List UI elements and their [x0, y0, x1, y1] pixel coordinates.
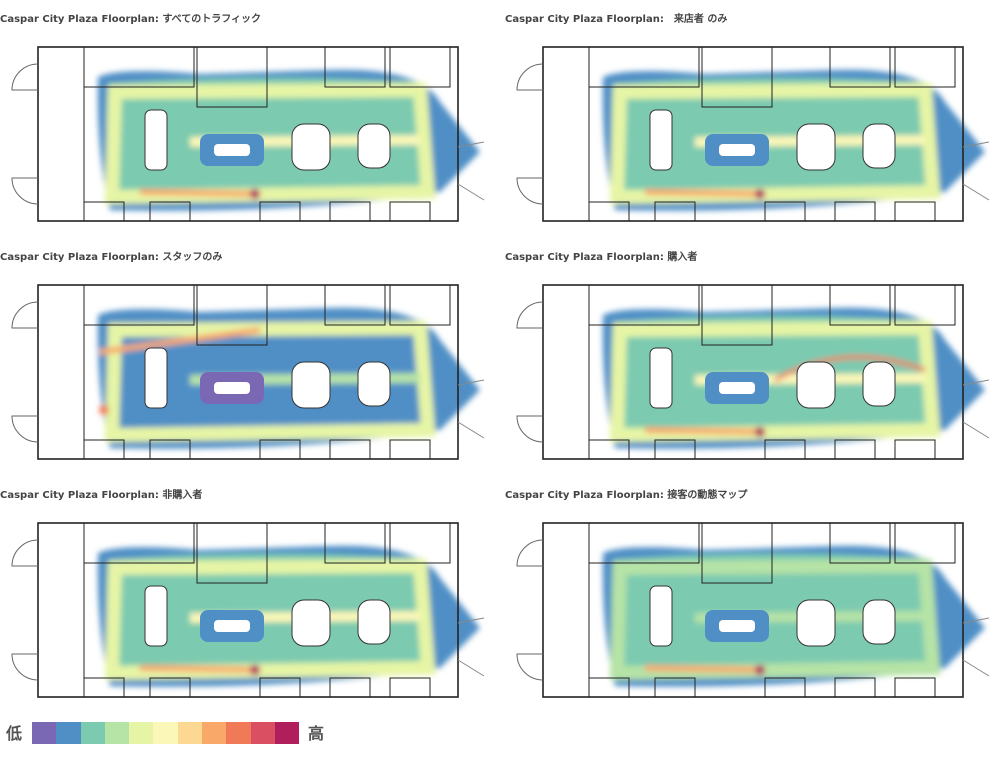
legend-color-bar — [32, 722, 300, 744]
display-islands — [649, 109, 896, 171]
panel-title: Caspar City Plaza Floorplan: すべてのトラフィック — [0, 14, 262, 25]
legend-swatch — [129, 722, 154, 744]
heatmap-panel: Caspar City Plaza Floorplan: 来店者 のみ — [505, 10, 995, 240]
display-islands — [144, 109, 391, 171]
legend-high-label: 高 — [308, 724, 325, 743]
display-islands — [649, 585, 896, 647]
floorplan-walls — [516, 522, 990, 698]
floorplan-heatmap — [516, 522, 990, 698]
floorplan-walls — [516, 46, 990, 222]
floorplan-heatmap — [11, 284, 485, 460]
heat-layer — [97, 69, 480, 211]
legend-swatch — [226, 722, 251, 744]
heatmap-panel: Caspar City Plaza Floorplan: スタッフのみ — [0, 248, 490, 478]
legend-swatch — [104, 722, 130, 744]
legend-swatch — [153, 722, 178, 744]
floorplan-walls — [11, 46, 485, 222]
legend-swatch — [202, 722, 227, 744]
floorplan-heatmap — [11, 46, 485, 222]
panel-title: Caspar City Plaza Floorplan: 購入者 — [505, 252, 698, 263]
floorplan-walls — [11, 284, 485, 460]
color-legend: 低 高 — [6, 718, 346, 748]
legend-low-label: 低 — [6, 724, 23, 743]
heatmap-panel: Caspar City Plaza Floorplan: 非購入者 — [0, 486, 490, 716]
legend-swatch — [56, 722, 81, 744]
display-islands — [649, 347, 896, 409]
panel-title: Caspar City Plaza Floorplan: 接客の動態マップ — [505, 490, 748, 501]
legend-swatch — [250, 722, 275, 744]
display-islands — [144, 347, 391, 409]
legend-swatch — [32, 722, 57, 744]
floorplan-walls — [516, 284, 990, 460]
heatmap-panel: Caspar City Plaza Floorplan: すべてのトラフィック — [0, 10, 490, 240]
panel-title: Caspar City Plaza Floorplan: 非購入者 — [0, 490, 203, 501]
floorplan-heatmap — [11, 522, 485, 698]
floorplan-walls — [11, 522, 485, 698]
panel-title: Caspar City Plaza Floorplan: スタッフのみ — [0, 252, 223, 263]
panel-title: Caspar City Plaza Floorplan: 来店者 のみ — [505, 14, 728, 25]
heat-layer — [602, 307, 985, 449]
display-islands — [144, 585, 391, 647]
legend-swatch — [274, 722, 300, 744]
floorplan-heatmap — [516, 46, 990, 222]
floorplan-heatmap — [516, 284, 990, 460]
heatmap-panel: Caspar City Plaza Floorplan: 購入者 — [505, 248, 995, 478]
heatmap-panel: Caspar City Plaza Floorplan: 接客の動態マップ — [505, 486, 995, 716]
legend-swatch — [177, 722, 203, 744]
heat-layer — [602, 545, 985, 687]
legend-swatch — [80, 722, 105, 744]
